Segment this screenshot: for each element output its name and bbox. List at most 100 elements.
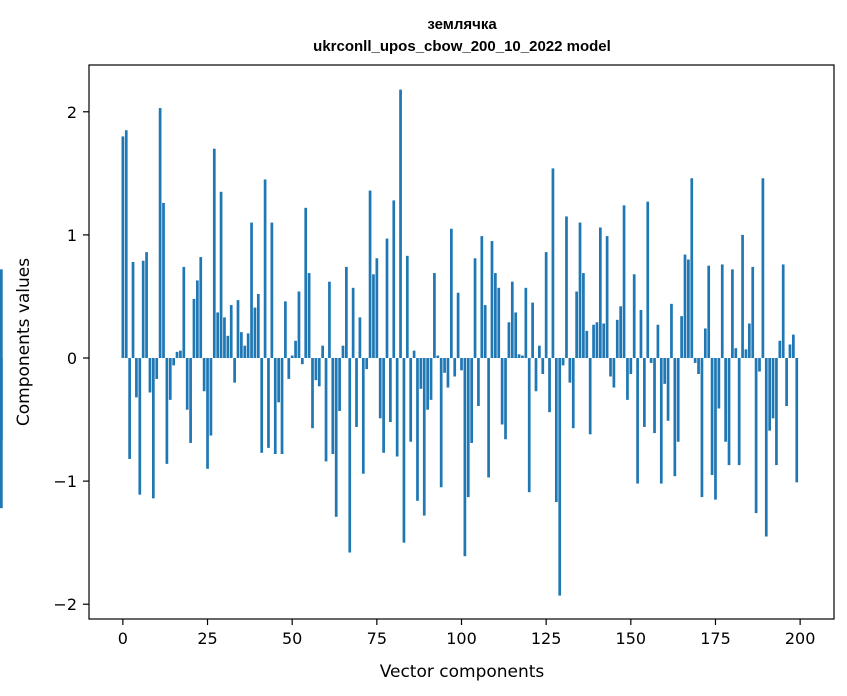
bar-component-65	[341, 345, 345, 358]
bar-component-187	[754, 358, 758, 514]
x-tick-label: 75	[367, 629, 387, 648]
bar-component-198	[792, 334, 795, 358]
bar-component-103	[470, 358, 474, 443]
bar-component-144	[609, 358, 612, 377]
bar-component-70	[358, 317, 362, 359]
bar-component-167	[687, 259, 690, 359]
x-tick-label: 125	[531, 629, 562, 648]
bar-component-61	[328, 281, 331, 359]
bar-component-136	[582, 273, 585, 359]
bar-component-169	[693, 358, 697, 363]
bar-component-39	[253, 307, 257, 359]
bar-component-118	[521, 355, 524, 358]
bar-component-63	[334, 358, 338, 517]
bar-component-191	[768, 358, 772, 431]
bar-component-146	[615, 319, 619, 358]
bar-component-106	[480, 236, 484, 358]
bar-component-99	[456, 292, 460, 359]
y-axis-ticks: −2 −1 0 1 2	[53, 103, 89, 614]
bar-component-16	[175, 351, 179, 359]
bar-component-125	[544, 252, 548, 359]
bar-component-75	[375, 258, 379, 358]
bar-component-157	[653, 358, 656, 434]
bar-component-186	[751, 266, 755, 358]
bar-component-51	[294, 340, 297, 359]
bar-component-47	[280, 358, 284, 455]
bar-component-56	[311, 358, 314, 429]
bar-component-22	[196, 280, 199, 358]
bar-component-185	[747, 323, 751, 358]
bar-component-71	[361, 358, 365, 474]
bar-component-120	[527, 358, 531, 493]
bar-component-14	[168, 358, 172, 400]
bar-component-182	[737, 358, 741, 466]
bar-component-46	[277, 358, 280, 403]
bar-component-179	[727, 358, 731, 466]
bar-component-134	[575, 291, 578, 358]
bar-component-0	[121, 136, 125, 358]
bar-component-104	[473, 258, 477, 358]
y-tick-label: −2	[53, 595, 77, 614]
chart-title-line-1: землячка	[427, 16, 497, 33]
bar-component-86	[412, 350, 416, 359]
bar-component-127	[551, 168, 555, 358]
bar-component-49	[287, 358, 291, 379]
bar-component-40	[256, 293, 260, 359]
bar-component-128	[554, 358, 558, 503]
bar-component-115	[510, 281, 514, 359]
bar-component-132	[568, 358, 572, 383]
bar-component-37	[246, 333, 250, 358]
bar-component-101	[463, 358, 467, 557]
bar-component-83	[402, 358, 406, 543]
bar-component-145	[612, 358, 616, 388]
bar-component-55	[307, 273, 311, 359]
bar-component-undefined	[0, 358, 3, 509]
bar-component-38	[250, 222, 253, 358]
bar-component-116	[514, 312, 518, 358]
bar-component-158	[656, 324, 660, 358]
bar-component-150	[629, 358, 633, 374]
bar-component-94	[439, 358, 443, 488]
bar-component-190	[764, 358, 768, 537]
bar-component-95	[443, 358, 446, 373]
bar-component-67	[348, 358, 352, 553]
bar-component-148	[622, 205, 626, 359]
bar-component-44	[270, 222, 274, 358]
bar-component-undefined	[0, 269, 3, 358]
y-tick-label: 0	[67, 349, 77, 368]
bar-component-82	[399, 89, 402, 359]
bar-component-64	[338, 358, 341, 411]
bar-component-178	[724, 358, 727, 442]
bar-component-109	[490, 241, 494, 359]
bar-component-20	[189, 358, 192, 443]
bar-component-17	[179, 350, 182, 359]
bar-component-161	[666, 358, 670, 421]
bar-component-3	[131, 261, 135, 359]
bar-component-155	[646, 201, 650, 358]
bar-component-79	[389, 358, 392, 423]
bar-component-165	[680, 316, 683, 359]
bar-component-8	[148, 358, 152, 393]
bar-component-123	[538, 345, 541, 358]
bar-component-24	[202, 358, 206, 392]
bar-component-105	[477, 358, 480, 407]
bar-component-10	[155, 358, 159, 379]
bar-component-113	[504, 358, 507, 440]
bar-component-124	[541, 358, 545, 374]
bar-component-147	[619, 306, 623, 359]
chart-title-line-2: ukrconll_upos_cbow_200_10_2022 model	[313, 38, 611, 55]
bar-component-48	[284, 301, 287, 358]
bar-component-141	[598, 227, 602, 359]
bar-component-154	[643, 358, 646, 427]
bar-component-170	[697, 358, 700, 374]
bar-component-72	[365, 358, 369, 370]
bar-component-30	[223, 317, 226, 359]
bar-component-139	[592, 324, 595, 358]
bar-component-163	[673, 358, 677, 477]
bar-component-117	[517, 354, 521, 358]
bar-component-126	[548, 358, 551, 413]
bar-component-91	[429, 358, 433, 400]
bar-component-42	[263, 179, 267, 358]
bar-component-194	[778, 340, 782, 359]
